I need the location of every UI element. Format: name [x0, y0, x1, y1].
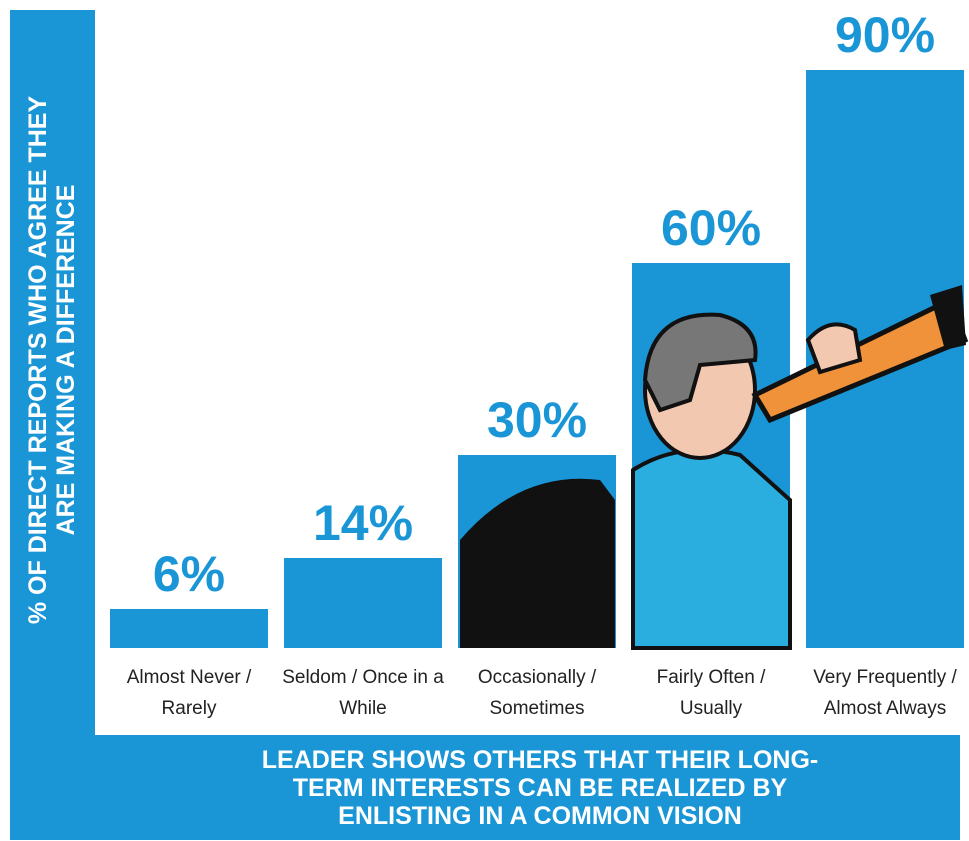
bar — [632, 262, 790, 648]
bottom-band — [10, 735, 960, 840]
x-tick-label: Fairly Often / Usually — [656, 667, 766, 719]
value-label: 90% — [834, 7, 936, 64]
y-axis-label: % OF DIRECT REPORTS WHO AGREE THEY ARE M… — [24, 95, 80, 625]
bar — [458, 455, 616, 648]
bar — [284, 558, 442, 648]
bar — [806, 70, 964, 648]
x-tick-label: Almost Never / Rarely — [126, 667, 252, 719]
left-band — [10, 10, 95, 735]
bar — [110, 609, 268, 648]
value-label: 14% — [312, 495, 414, 552]
value-label: 6% — [152, 546, 226, 603]
x-axis-label: LEADER SHOWS OTHERS THAT THEIR LONG-TERM… — [261, 746, 819, 830]
value-label: 30% — [486, 392, 588, 449]
x-tick-label: Very Frequently / Almost Always — [813, 667, 957, 719]
value-label: 60% — [660, 199, 762, 256]
x-tick-label: Seldom / Once in a While — [282, 667, 444, 719]
x-tick-label: Occasionally / Sometimes — [477, 667, 597, 719]
